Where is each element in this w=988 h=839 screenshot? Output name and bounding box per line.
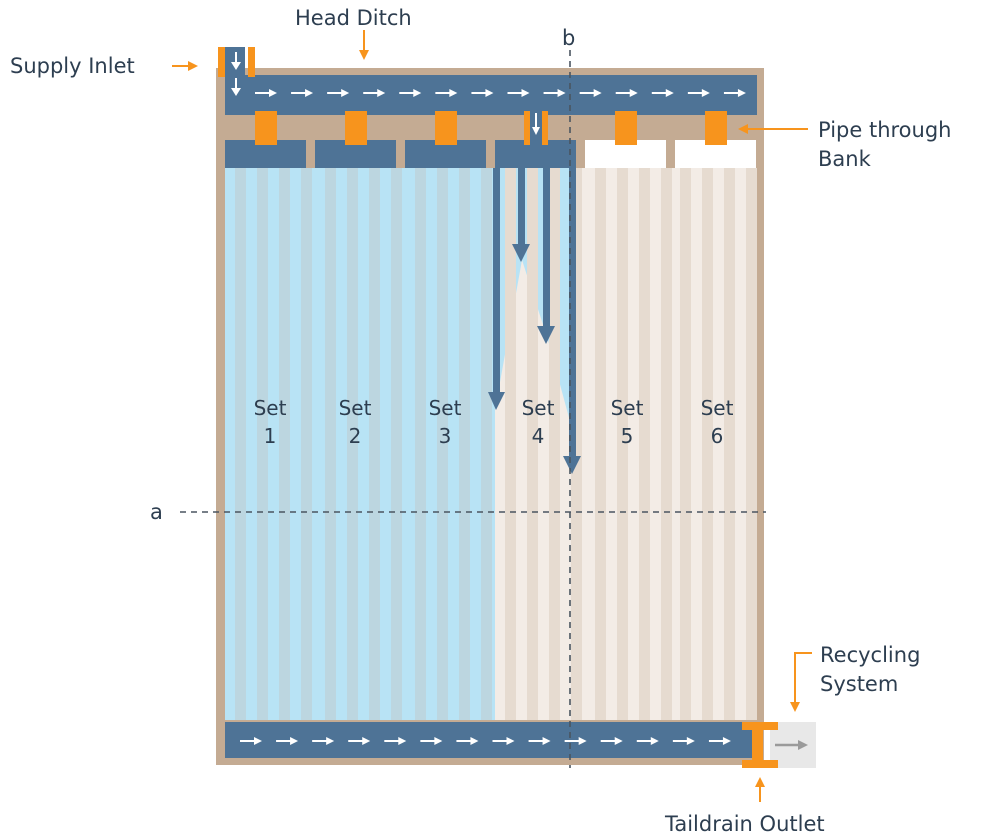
- supply-inlet-flow-arrows: [231, 52, 241, 96]
- furrow-row: [661, 168, 672, 720]
- pipe-through-bank-label-line2: Bank: [818, 147, 872, 171]
- set-4-label-number: 4: [532, 424, 545, 448]
- section-a-label: a: [150, 500, 163, 524]
- furrow-row: [301, 168, 312, 720]
- set-2-label-number: 2: [349, 424, 362, 448]
- recycling-system-label-line1: Recycling: [820, 643, 920, 667]
- set-5-label-number: 5: [621, 424, 634, 448]
- pipe-set-2: [345, 111, 367, 145]
- furrow-row: [235, 168, 246, 720]
- taildrain-arrow: [775, 740, 808, 750]
- taildrain-gate-top: [742, 722, 778, 730]
- flow-arrow-head: [290, 737, 299, 745]
- pipe-set-4-flow-arrow: [532, 113, 540, 135]
- flow-arrow-head: [377, 89, 386, 97]
- furrow-row: [347, 168, 358, 720]
- furrow-row: [617, 168, 628, 720]
- pipes-through-bank: [255, 111, 727, 145]
- taildrain-gate-bottom: [742, 760, 778, 768]
- flow-arrow-head: [722, 737, 731, 745]
- set-3-label-word: Set: [429, 396, 462, 420]
- callout-arrows: [172, 30, 812, 802]
- pipe-through-bank-label-line1: Pipe through: [818, 118, 951, 142]
- furrow-row: [325, 168, 336, 720]
- furrow-rows: [235, 168, 757, 720]
- flow-arrow-head: [326, 737, 335, 745]
- flow-arrow-head: [737, 89, 746, 97]
- flow-arrow-head: [434, 737, 443, 745]
- furrow-row: [549, 168, 560, 720]
- pipe-set-5: [615, 111, 637, 145]
- furrow-row: [746, 168, 757, 720]
- pipe-set-1: [255, 111, 277, 145]
- set-6-label-number: 6: [711, 424, 724, 448]
- flow-arrow-head: [449, 89, 458, 97]
- flow-arrow-head: [614, 737, 623, 745]
- flow-arrow-head: [578, 737, 587, 745]
- supply-inlet-label: Supply Inlet: [10, 54, 135, 78]
- supply-inlet-gate-left: [218, 47, 225, 77]
- flow-arrow-head: [557, 89, 566, 97]
- flow-arrow-head: [521, 89, 530, 97]
- flow-arrow-head: [701, 89, 710, 97]
- set-1-label-number: 1: [264, 424, 277, 448]
- flow-arrow-head: [269, 89, 277, 97]
- supply-inlet-channel: [225, 47, 245, 97]
- set-6-label-word: Set: [701, 396, 734, 420]
- set-4-label-word: Set: [522, 396, 555, 420]
- furrow-row: [724, 168, 735, 720]
- tail-ditch-flow-arrows: [240, 737, 731, 745]
- pipe-set-3: [435, 111, 457, 145]
- water-advance-arrows: [488, 168, 581, 474]
- flow-arrow-head: [305, 89, 314, 97]
- flow-arrow-head: [254, 737, 262, 745]
- furrow-row: [505, 168, 516, 720]
- furrow-row: [257, 168, 268, 720]
- flow-arrow-head: [650, 737, 659, 745]
- taildrain-gate-vertical: [752, 722, 763, 768]
- flow-arrow-head: [629, 89, 638, 97]
- flow-arrow-head: [593, 89, 602, 97]
- furrow-row: [369, 168, 380, 720]
- flow-arrow-head: [362, 737, 371, 745]
- taildrain-outlet-label: Taildrain Outlet: [664, 812, 825, 836]
- flow-arrow-head: [506, 737, 515, 745]
- flow-arrow-head: [341, 89, 350, 97]
- flow-arrow-head: [485, 89, 494, 97]
- furrow-row: [279, 168, 290, 720]
- furrow-row: [415, 168, 426, 720]
- set-labels: Set 1 Set 2 Set 3 Set 4 Set 5 Set 6: [254, 396, 734, 448]
- furrow-row: [639, 168, 650, 720]
- flow-arrow-head: [665, 89, 674, 97]
- section-b-label: b: [562, 26, 575, 50]
- pipe-set-4-left: [524, 111, 530, 145]
- furrow-row: [702, 168, 713, 720]
- furrow-row: [459, 168, 470, 720]
- head-ditch-label: Head Ditch: [295, 6, 412, 30]
- flow-arrow-head: [470, 737, 479, 745]
- pipe-set-4-right: [542, 111, 548, 145]
- pipe-set-6: [705, 111, 727, 145]
- furrow-row: [595, 168, 606, 720]
- flow-arrow-head: [542, 737, 551, 745]
- head-ditch: [225, 75, 757, 115]
- recycling-system-label-line2: System: [820, 672, 898, 696]
- set-3-label-number: 3: [439, 424, 452, 448]
- flow-arrow-head: [398, 737, 407, 745]
- furrow-row: [571, 168, 582, 720]
- flow-arrow-head: [413, 89, 422, 97]
- furrow-row: [437, 168, 448, 720]
- furrow-row: [527, 168, 538, 720]
- supply-inlet-gate-right: [248, 47, 255, 77]
- furrow-row: [680, 168, 691, 720]
- set-2-label-word: Set: [339, 396, 372, 420]
- furrow-row: [481, 168, 492, 720]
- furrow-row: [391, 168, 402, 720]
- set-1-label-word: Set: [254, 396, 287, 420]
- flow-arrow-head: [686, 737, 695, 745]
- head-ditch-flow-arrows: [255, 89, 746, 97]
- set-5-label-word: Set: [611, 396, 644, 420]
